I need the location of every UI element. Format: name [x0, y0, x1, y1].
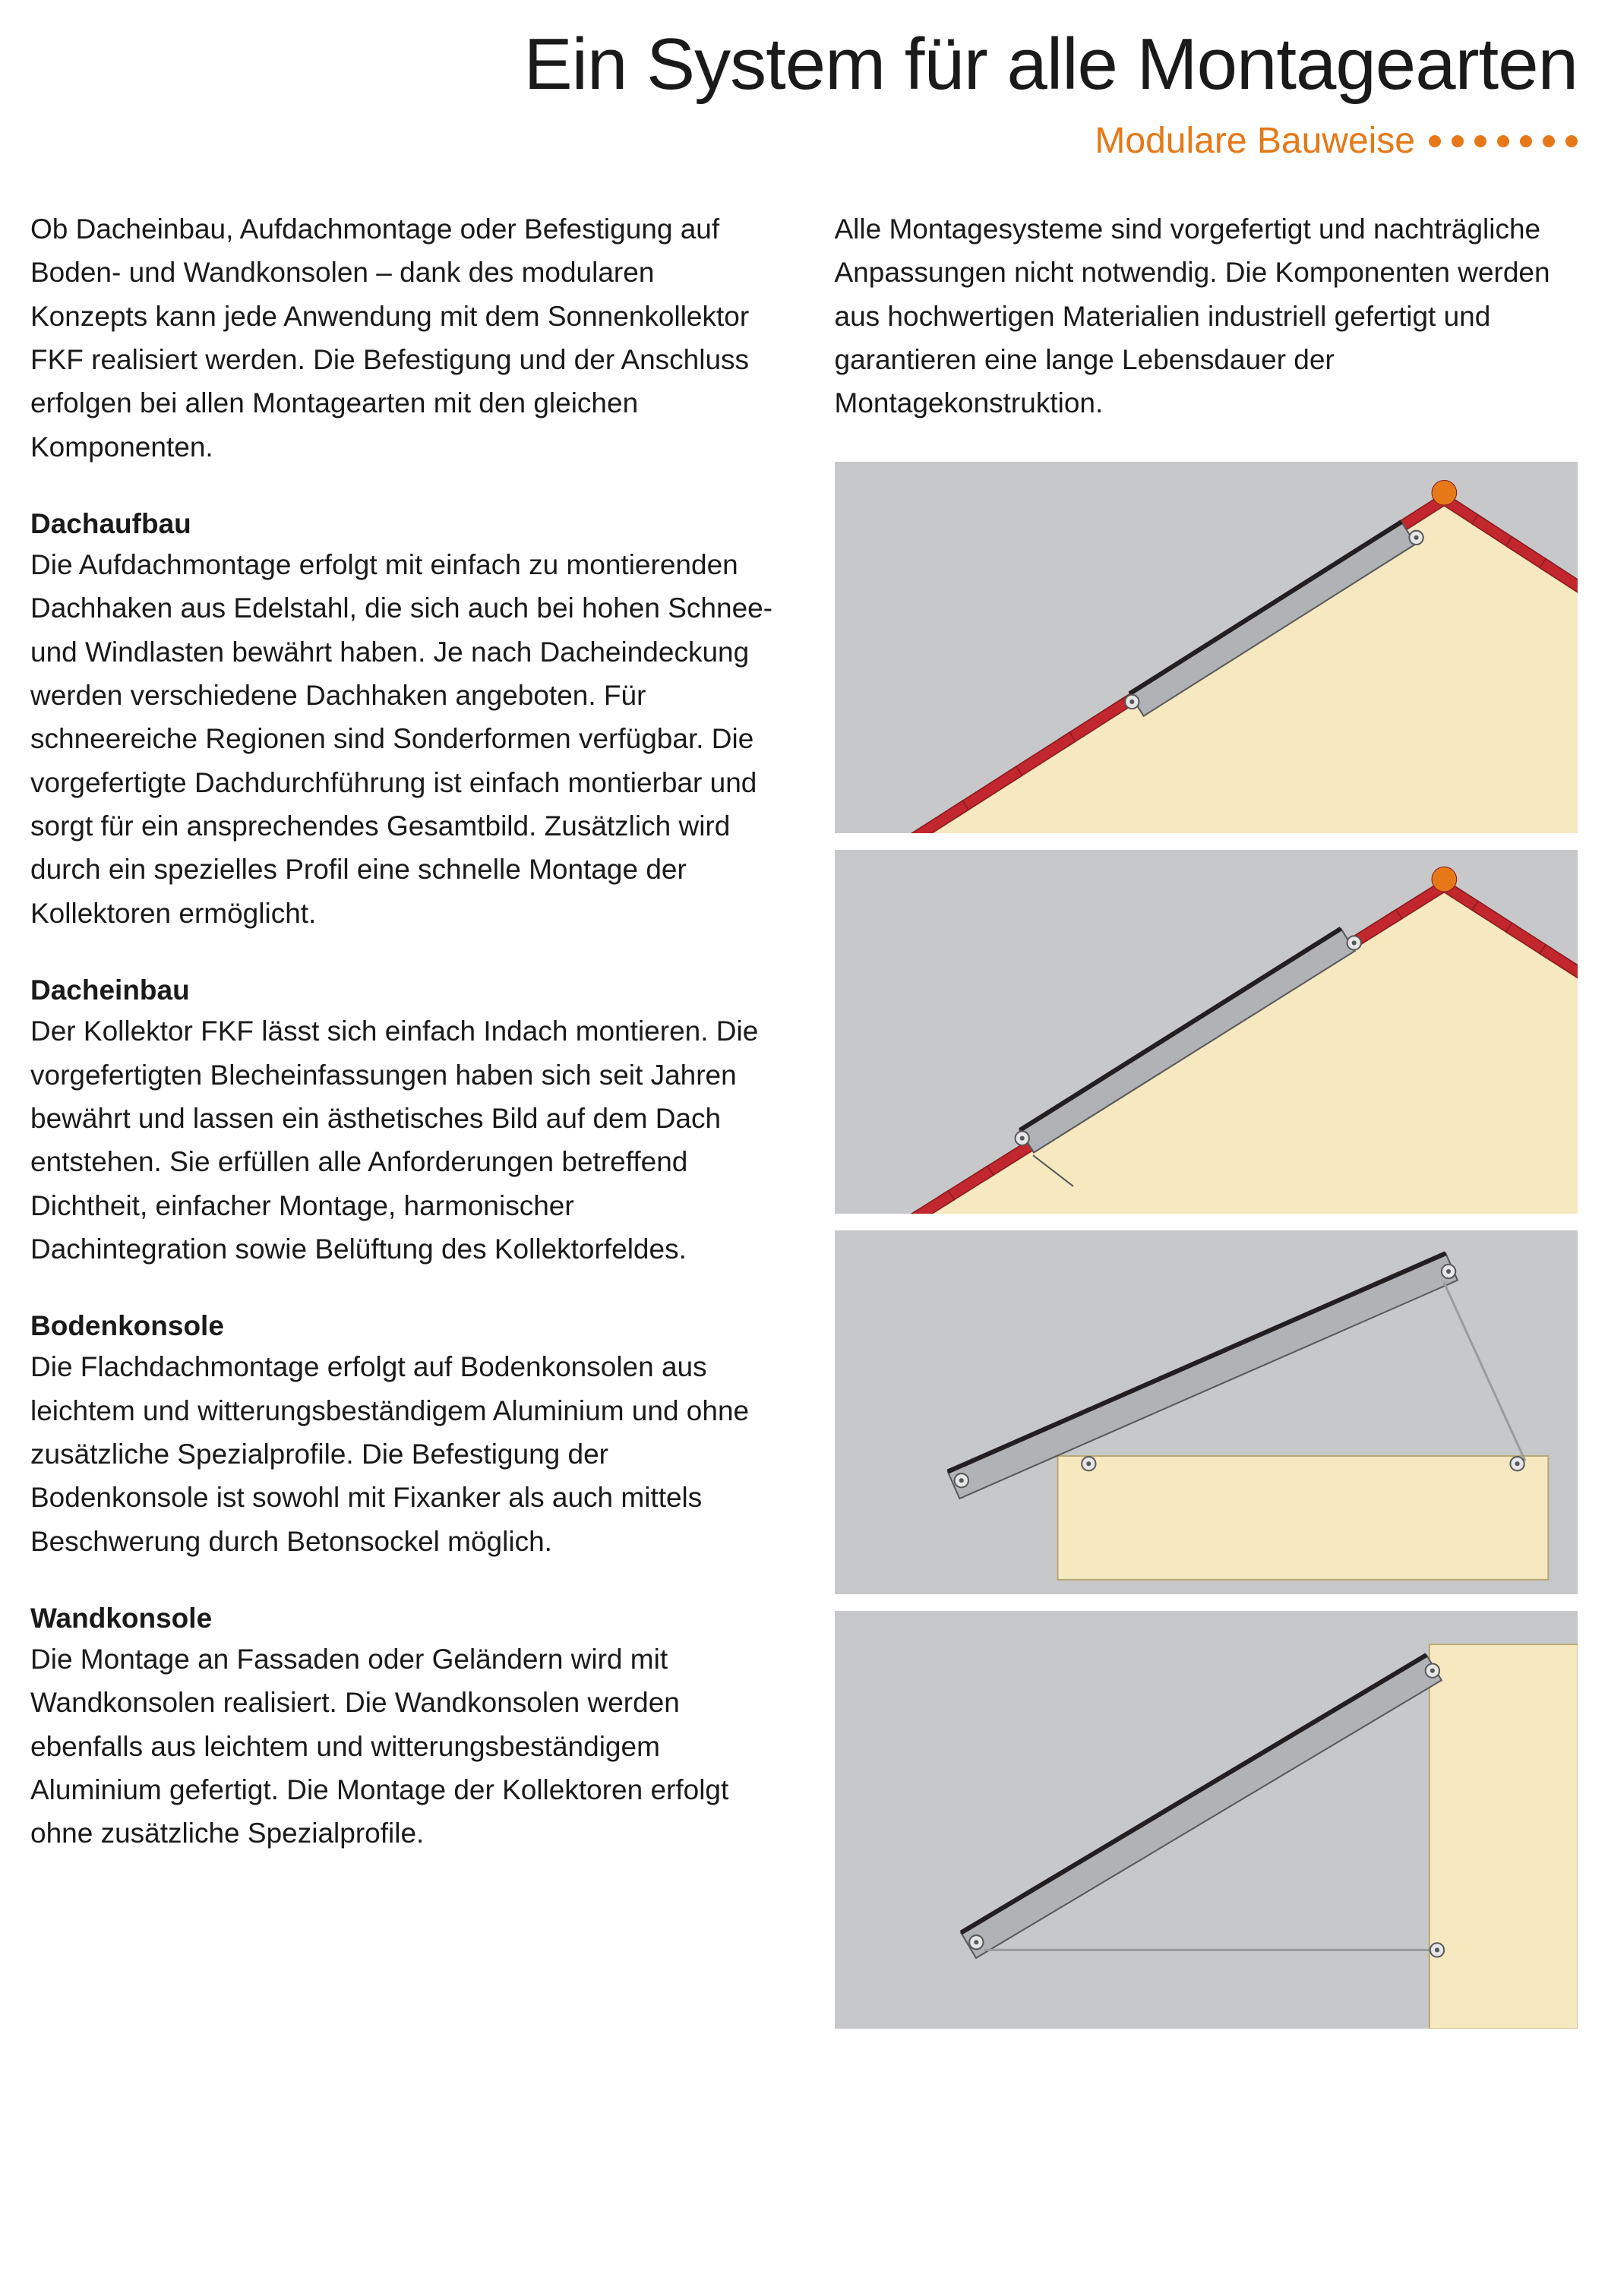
on-roof-icon — [835, 462, 1578, 833]
diagram-on-roof — [835, 462, 1578, 833]
intro-right: Alle Montagesysteme sind vorgefertigt un… — [835, 207, 1578, 425]
section-body: Die Flachdachmontage erfolgt auf Bodenko… — [30, 1345, 774, 1563]
page-title: Ein System für alle Montagearten — [30, 23, 1578, 106]
subtitle-row: Modulare Bauweise — [30, 120, 1578, 162]
dot-icon — [1565, 135, 1578, 147]
section-body: Die Montage an Fassaden oder Geländern w… — [30, 1638, 774, 1855]
section-title: Dacheinbau — [30, 974, 774, 1006]
section: DachaufbauDie Aufdachmontage erfolgt mit… — [30, 508, 774, 935]
section: Wandkonsole Die Montage an Fassaden oder … — [30, 1603, 774, 1855]
wall-icon — [835, 1611, 1578, 2029]
section-body: Der Kollektor FKF lässt sich einfach Ind… — [30, 1009, 774, 1271]
section-title: Bodenkonsole — [30, 1310, 774, 1342]
dot-icon — [1543, 135, 1555, 147]
dot-icon — [1429, 135, 1441, 147]
dot-icon — [1474, 135, 1486, 147]
subtitle: Modulare Bauweise — [1095, 120, 1415, 162]
intro-left: Ob Dacheinbau, Aufdachmontage oder Befes… — [30, 207, 774, 469]
left-column: Ob Dacheinbau, Aufdachmontage oder Befes… — [30, 207, 774, 2029]
header: Ein System für alle Montagearten Modular… — [30, 23, 1578, 162]
diagram-stack — [835, 462, 1578, 2029]
content: Ob Dacheinbau, Aufdachmontage oder Befes… — [30, 207, 1578, 2029]
section: BodenkonsoleDie Flachdachmontage erfolgt… — [30, 1310, 774, 1563]
right-column: Alle Montagesysteme sind vorgefertigt un… — [835, 207, 1578, 2029]
section-body: Die Aufdachmontage erfolgt mit einfach z… — [30, 543, 774, 935]
diagram-wall — [835, 1611, 1578, 2029]
dot-icon — [1452, 135, 1464, 147]
diagram-ground — [835, 1230, 1578, 1594]
dot-icon — [1497, 135, 1509, 147]
section-title: Dachaufbau — [30, 508, 774, 540]
section-title: Wandkonsole — [30, 1603, 774, 1634]
in-roof-icon — [835, 850, 1578, 1214]
section: DacheinbauDer Kollektor FKF lässt sich e… — [30, 974, 774, 1271]
ground-icon — [835, 1230, 1578, 1594]
dot-icon — [1520, 135, 1532, 147]
dot-row — [1429, 135, 1578, 147]
diagram-in-roof — [835, 850, 1578, 1214]
